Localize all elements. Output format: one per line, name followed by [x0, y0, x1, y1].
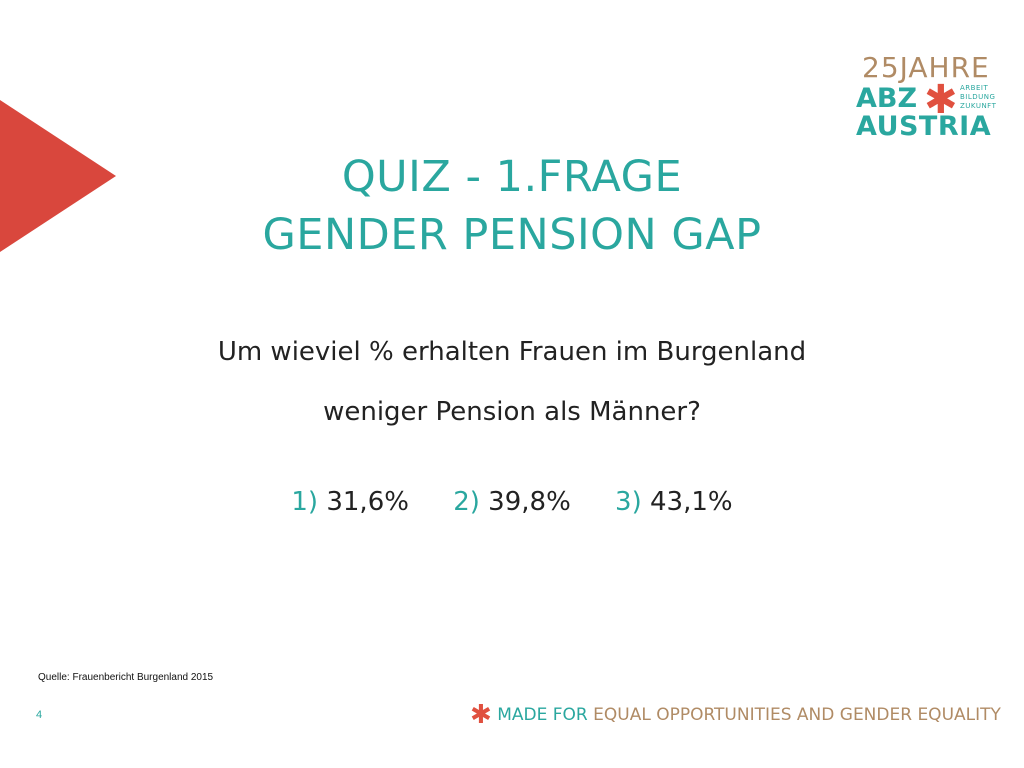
page-number: 4 [36, 709, 43, 721]
logo-abz: ABZ [856, 83, 918, 114]
answer-number-3: 3) [615, 487, 642, 517]
logo-tagline-2: BILDUNG [960, 93, 996, 101]
logo-tagline-3: ZUKUNFT [960, 102, 997, 110]
footer-slogan: ✱ MADE FOR EQUAL OPPORTUNITIES AND GENDE… [470, 700, 1001, 730]
logo-star-icon: ✱ [924, 77, 958, 123]
footer-star-icon: ✱ [470, 700, 492, 730]
answer-value-1: 31,6% [326, 487, 409, 517]
abz-austria-logo: 25JAHRE ABZ ✱ ARBEIT BILDUNG ZUKUNFT AUS… [856, 52, 1004, 144]
answer-number-2: 2) [453, 487, 480, 517]
decorative-triangle [0, 100, 116, 252]
answer-value-2: 39,8% [488, 487, 571, 517]
quiz-question: Um wieviel % erhalten Frauen im Burgenla… [0, 322, 1024, 442]
logo-austria: AUSTRIA [856, 111, 992, 142]
logo-tagline-1: ARBEIT [960, 84, 989, 92]
footer-made-for: MADE FOR [497, 705, 588, 725]
answer-option-1: 1) 31,6% [291, 480, 409, 524]
title-line-1: QUIZ - 1.FRAGE [341, 152, 683, 202]
answer-number-1: 1) [291, 487, 319, 517]
footer-rest: EQUAL OPPORTUNITIES AND GENDER EQUALITY [593, 705, 1001, 725]
answer-option-3: 3) 43,1% [615, 480, 733, 524]
source-citation: Quelle: Frauenbericht Burgenland 2015 [38, 672, 214, 683]
answer-value-3: 43,1% [650, 487, 733, 517]
logo-tagline: ARBEIT BILDUNG ZUKUNFT [960, 84, 996, 111]
slide-title: QUIZ - 1.FRAGE GENDER PENSION GAP [0, 148, 1024, 264]
logo-anniversary: 25JAHRE [862, 51, 990, 84]
answer-option-2: 2) 39,8% [453, 480, 571, 524]
answer-options: 1) 31,6% 2) 39,8% 3) 43,1% [0, 480, 1024, 524]
question-line-1: Um wieviel % erhalten Frauen im Burgenla… [217, 337, 807, 367]
title-line-2: GENDER PENSION GAP [262, 210, 762, 260]
question-line-2: weniger Pension als Männer? [323, 397, 701, 427]
